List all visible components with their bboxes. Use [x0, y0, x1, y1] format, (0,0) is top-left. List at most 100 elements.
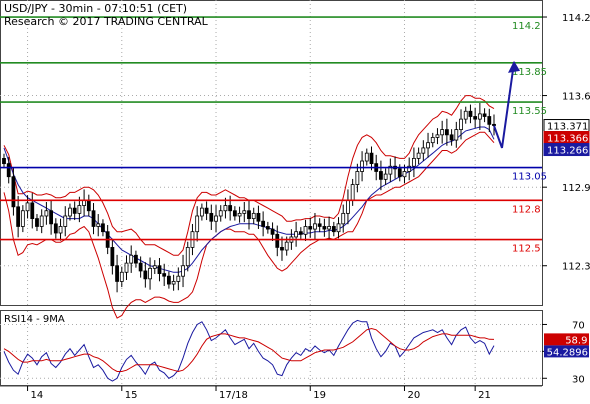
candle-body — [440, 129, 445, 136]
candle-body — [426, 142, 430, 149]
rsi-value-tag-box — [544, 345, 589, 358]
candle-body — [181, 265, 185, 277]
candle-body — [284, 241, 289, 251]
candle-body — [444, 129, 449, 136]
candle-body — [459, 118, 463, 130]
candle-body — [25, 202, 30, 212]
candle-body — [185, 247, 190, 267]
level-label-support: 112.5 — [512, 244, 541, 255]
level-label-resistance: 114.2 — [512, 21, 541, 32]
candle-body — [195, 215, 200, 233]
candle-body — [204, 207, 209, 214]
candle-body — [58, 226, 63, 234]
candle-body — [364, 152, 369, 162]
candle-body — [336, 223, 341, 233]
candle-body — [355, 171, 360, 185]
copyright-notice: Research © 2017 TRADING CENTRAL — [4, 15, 209, 28]
candle-body — [148, 267, 152, 280]
candle-body — [86, 199, 91, 212]
candle-body — [152, 265, 157, 269]
price-tag-label: 113.266 — [547, 146, 588, 157]
candle-body — [134, 254, 138, 264]
candle-body — [383, 173, 388, 180]
projection-layer — [493, 60, 520, 149]
candle-body — [482, 113, 487, 117]
candle-body — [228, 205, 233, 212]
candle-body — [270, 228, 275, 235]
candle-body — [124, 262, 129, 273]
rsi-value-tag-label: 54.2896 — [547, 347, 588, 358]
candle-body — [317, 223, 322, 227]
projection-arrow-head — [508, 60, 520, 73]
candle-body — [30, 202, 35, 220]
candle-body — [402, 171, 407, 178]
candle-body — [237, 212, 242, 217]
chart-title: USD/JPY - 30min - 07:10:51 (CET) — [4, 2, 187, 15]
candle-body — [96, 223, 101, 227]
candle-body — [322, 226, 327, 230]
candle-body — [313, 223, 317, 230]
candle-body — [39, 215, 44, 227]
candle-body — [157, 265, 162, 274]
candle-body — [412, 157, 416, 167]
candle-body — [209, 212, 214, 222]
candle-body — [167, 275, 171, 285]
candle-body — [63, 215, 68, 227]
price-y-tick-label: 112.9 — [562, 183, 590, 194]
candle-body — [416, 152, 421, 159]
candle-body — [143, 270, 148, 280]
candle-body — [331, 226, 336, 233]
candle-body — [346, 199, 350, 214]
candle-body — [477, 113, 482, 120]
candle-body — [308, 226, 313, 230]
candle-body — [407, 165, 412, 172]
price-y-tick-label: 114.2 — [562, 13, 590, 24]
candle-body — [176, 275, 181, 282]
candle-body — [68, 207, 72, 217]
candle-body — [261, 220, 266, 227]
candle-body — [280, 247, 284, 251]
candle-body — [110, 247, 115, 267]
price-tag-label: 113.371 — [547, 122, 588, 133]
price-tag-label: 113.366 — [547, 134, 588, 145]
candle-body — [341, 212, 346, 225]
rsi-value-tag-label: 58.9 — [565, 335, 587, 346]
candle-body — [138, 262, 143, 272]
candle-body — [119, 271, 124, 282]
candle-body — [473, 116, 478, 120]
candle-body — [294, 231, 299, 238]
level-label-resistance: 113.85 — [512, 67, 547, 78]
candle-body — [44, 210, 49, 217]
candle-body — [435, 134, 440, 138]
candle-body — [388, 165, 393, 175]
candle-body — [327, 226, 331, 230]
candle-body — [360, 160, 364, 172]
rsi-value-tag-box — [544, 333, 589, 346]
candle-body — [303, 226, 308, 235]
price-tag-box — [543, 143, 590, 157]
candle-body — [232, 210, 237, 217]
candle-body — [2, 157, 6, 165]
price-y-tick-label: 112.3 — [562, 262, 590, 273]
candle-body — [265, 226, 270, 230]
candle-body — [129, 254, 134, 264]
rsi-series-line — [3, 319, 495, 382]
x-tick-label: 15 — [125, 390, 138, 400]
candle-body — [162, 273, 167, 277]
candle-body — [242, 210, 247, 214]
price-y-tick-label: 113.6 — [562, 92, 590, 103]
candle-body — [20, 210, 25, 227]
candle-body — [449, 134, 454, 141]
candle-body — [397, 168, 402, 178]
candle-body — [115, 265, 119, 282]
rsi-panel-title: RSI14 - 9MA — [4, 314, 65, 325]
levels-layer: 114.2 113.85 113.55 113.05 112.8 112.5 — [0, 16, 547, 255]
bollinger-lower-line — [3, 131, 495, 319]
projection-arrow-line — [493, 62, 515, 149]
candle-body — [421, 147, 426, 154]
candle-body — [379, 171, 383, 180]
candle-body — [275, 233, 280, 248]
candle-body — [350, 184, 355, 201]
